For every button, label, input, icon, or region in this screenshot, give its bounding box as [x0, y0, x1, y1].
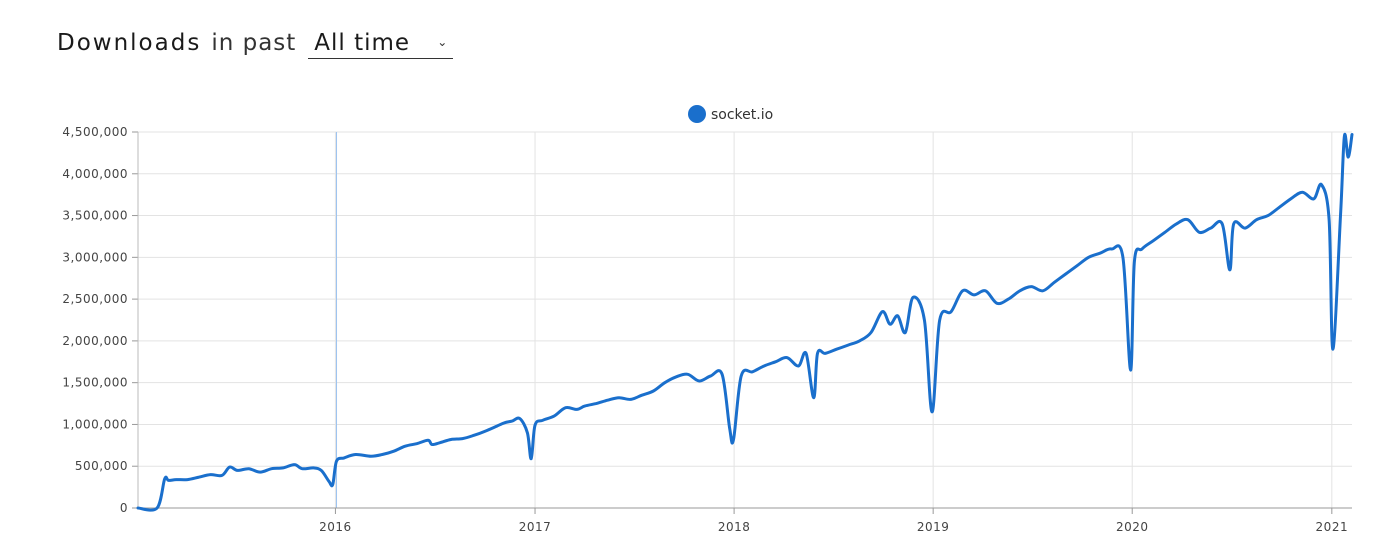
legend-marker-socket-io[interactable]: [688, 105, 706, 123]
legend-label-socket-io[interactable]: socket.io: [711, 107, 773, 123]
time-range-value[interactable]: All time: [314, 30, 411, 56]
x-tick-label: 2016: [319, 520, 352, 534]
x-tick-label: 2017: [519, 520, 552, 534]
header-title: Downloads: [57, 30, 202, 56]
y-tick-label: 1,500,000: [62, 376, 128, 390]
chevron-down-icon[interactable]: ⌄: [437, 35, 448, 49]
series-line-socket-io[interactable]: [136, 132, 1354, 512]
x-tick-label: 2020: [1116, 520, 1149, 534]
y-tick-label: 4,500,000: [62, 125, 128, 139]
x-tick-label: 2021: [1316, 520, 1349, 534]
y-tick-label: 1,000,000: [62, 417, 128, 431]
y-tick-label: 4,000,000: [62, 167, 128, 181]
x-tick-label: 2019: [917, 520, 950, 534]
y-tick-label: 3,500,000: [62, 209, 128, 223]
y-tick-label: 500,000: [75, 459, 128, 473]
header-subtitle: in past: [211, 30, 297, 56]
x-tick-label: 2018: [718, 520, 751, 534]
y-tick-label: 0: [120, 501, 128, 515]
y-tick-label: 3,000,000: [62, 250, 128, 264]
y-tick-label: 2,000,000: [62, 334, 128, 348]
y-tick-label: 2,500,000: [62, 292, 128, 306]
time-range-select[interactable]: All time ⌄: [308, 30, 454, 59]
downloads-header: Downloads in past All time ⌄: [57, 30, 454, 59]
